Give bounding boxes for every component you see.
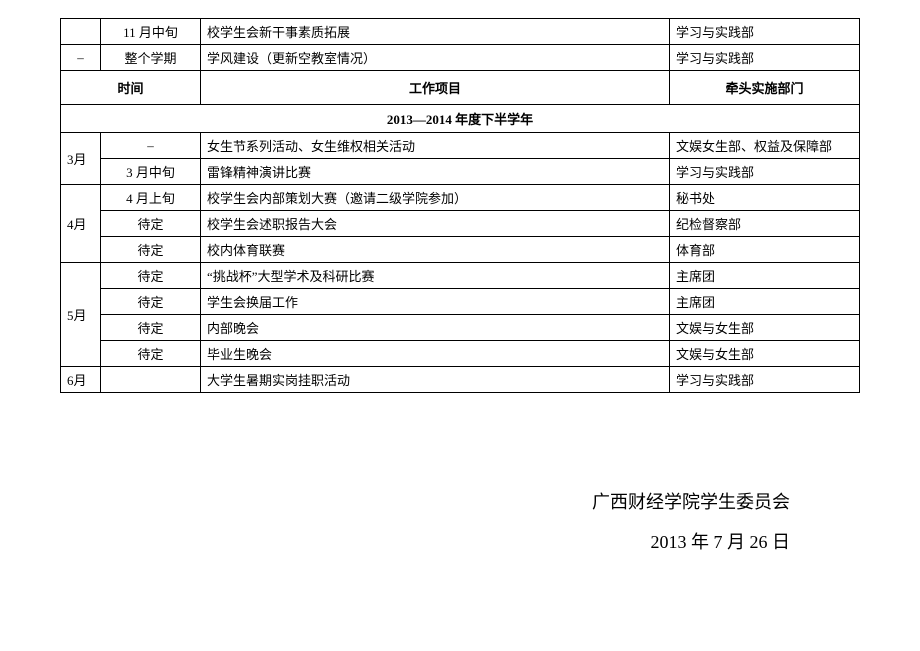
cell-month: 6月: [61, 367, 101, 393]
header-time: 时间: [61, 71, 201, 105]
header-project: 工作项目: [201, 71, 670, 105]
table-row: 待定校内体育联赛体育部: [61, 237, 860, 263]
cell-project: 校学生会述职报告大会: [201, 211, 670, 237]
table-row: 4月4 月上旬校学生会内部策划大赛（邀请二级学院参加）秘书处: [61, 185, 860, 211]
cell-department: 主席团: [670, 289, 860, 315]
schedule-table: 11 月中旬校学生会新干事素质拓展学习与实践部–整个学期学风建设（更新空教室情况…: [60, 18, 860, 393]
cell-project: 校内体育联赛: [201, 237, 670, 263]
header-department: 牵头实施部门: [670, 71, 860, 105]
cell-time: 待定: [101, 289, 201, 315]
cell-time: 3 月中旬: [101, 159, 201, 185]
signature-org: 广西财经学院学生委员会: [60, 483, 790, 523]
cell-project: 大学生暑期实岗挂职活动: [201, 367, 670, 393]
cell-month: 5月: [61, 263, 101, 367]
cell-project: 毕业生晚会: [201, 341, 670, 367]
cell-month: 4月: [61, 185, 101, 263]
cell-department: 主席团: [670, 263, 860, 289]
cell-department: 学习与实践部: [670, 45, 860, 71]
table-row: 待定内部晚会文娱与女生部: [61, 315, 860, 341]
cell-department: 文娱与女生部: [670, 341, 860, 367]
table-row: 5月待定“挑战杯”大型学术及科研比赛主席团: [61, 263, 860, 289]
cell-month: –: [61, 45, 101, 71]
cell-time: –: [101, 133, 201, 159]
cell-time: 待定: [101, 263, 201, 289]
cell-project: 内部晚会: [201, 315, 670, 341]
cell-time: 11 月中旬: [101, 19, 201, 45]
cell-department: 文娱与女生部: [670, 315, 860, 341]
table-row: 待定毕业生晚会文娱与女生部: [61, 341, 860, 367]
cell-time: 待定: [101, 237, 201, 263]
table-row: 3月–女生节系列活动、女生维权相关活动文娱女生部、权益及保障部: [61, 133, 860, 159]
cell-department: 秘书处: [670, 185, 860, 211]
cell-department: 文娱女生部、权益及保障部: [670, 133, 860, 159]
cell-project: 校学生会内部策划大赛（邀请二级学院参加）: [201, 185, 670, 211]
cell-time: 整个学期: [101, 45, 201, 71]
table-row: –整个学期学风建设（更新空教室情况）学习与实践部: [61, 45, 860, 71]
cell-project: 学生会换届工作: [201, 289, 670, 315]
section-title: 2013—2014 年度下半学年: [61, 105, 860, 133]
cell-time: 4 月上旬: [101, 185, 201, 211]
cell-project: 校学生会新干事素质拓展: [201, 19, 670, 45]
cell-time: 待定: [101, 341, 201, 367]
table-row: 11 月中旬校学生会新干事素质拓展学习与实践部: [61, 19, 860, 45]
signature-block: 广西财经学院学生委员会 2013 年 7 月 26 日: [60, 483, 860, 562]
signature-date: 2013 年 7 月 26 日: [60, 523, 790, 563]
cell-time: 待定: [101, 315, 201, 341]
table-row: 3 月中旬雷锋精神演讲比赛学习与实践部: [61, 159, 860, 185]
table-header-row: 时间工作项目牵头实施部门: [61, 71, 860, 105]
cell-project: 学风建设（更新空教室情况）: [201, 45, 670, 71]
cell-project: 女生节系列活动、女生维权相关活动: [201, 133, 670, 159]
table-row: 6月 大学生暑期实岗挂职活动学习与实践部: [61, 367, 860, 393]
section-title-row: 2013—2014 年度下半学年: [61, 105, 860, 133]
cell-month: 3月: [61, 133, 101, 185]
cell-department: 学习与实践部: [670, 367, 860, 393]
cell-month: [61, 19, 101, 45]
table-row: 待定学生会换届工作主席团: [61, 289, 860, 315]
table-row: 待定校学生会述职报告大会纪检督察部: [61, 211, 860, 237]
cell-project: “挑战杯”大型学术及科研比赛: [201, 263, 670, 289]
cell-project: 雷锋精神演讲比赛: [201, 159, 670, 185]
cell-department: 学习与实践部: [670, 19, 860, 45]
cell-department: 纪检督察部: [670, 211, 860, 237]
cell-department: 体育部: [670, 237, 860, 263]
cell-department: 学习与实践部: [670, 159, 860, 185]
cell-time: [101, 367, 201, 393]
cell-time: 待定: [101, 211, 201, 237]
